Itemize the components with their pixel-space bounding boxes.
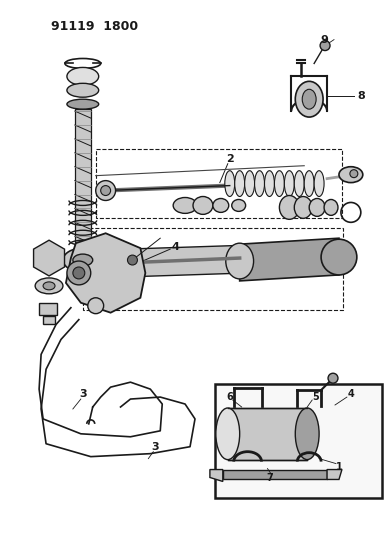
Circle shape — [73, 267, 85, 279]
Circle shape — [328, 373, 338, 383]
Ellipse shape — [67, 83, 99, 97]
Ellipse shape — [232, 199, 246, 212]
Ellipse shape — [35, 278, 63, 294]
Bar — [83, 228, 343, 310]
Text: 7: 7 — [266, 473, 273, 483]
Circle shape — [101, 185, 111, 196]
Ellipse shape — [193, 197, 213, 214]
Text: 8: 8 — [357, 91, 365, 101]
Text: 2: 2 — [226, 154, 234, 164]
Text: 3: 3 — [79, 389, 87, 399]
Ellipse shape — [67, 68, 99, 85]
Ellipse shape — [339, 167, 363, 183]
Ellipse shape — [264, 171, 275, 197]
Circle shape — [320, 41, 330, 51]
Ellipse shape — [275, 171, 284, 197]
Circle shape — [350, 169, 358, 177]
Text: 91119  1800: 91119 1800 — [51, 20, 138, 33]
Bar — [39, 303, 57, 314]
Circle shape — [96, 181, 115, 200]
Text: 3: 3 — [151, 442, 159, 451]
Ellipse shape — [309, 198, 325, 216]
Ellipse shape — [67, 99, 99, 109]
Ellipse shape — [73, 254, 93, 266]
Polygon shape — [223, 470, 327, 480]
Ellipse shape — [294, 171, 304, 197]
Text: 5: 5 — [312, 392, 319, 402]
Ellipse shape — [294, 197, 312, 219]
Bar — [215, 384, 382, 498]
Bar — [43, 316, 55, 324]
Ellipse shape — [216, 408, 240, 459]
Ellipse shape — [304, 171, 314, 197]
Bar — [96, 149, 342, 219]
Text: 1: 1 — [335, 462, 342, 472]
Ellipse shape — [284, 171, 294, 197]
Text: 6: 6 — [226, 392, 233, 402]
Ellipse shape — [302, 89, 316, 109]
Ellipse shape — [63, 248, 103, 272]
Circle shape — [88, 298, 104, 313]
Text: 4: 4 — [347, 389, 354, 399]
Circle shape — [128, 255, 137, 265]
Polygon shape — [75, 109, 91, 255]
Circle shape — [67, 261, 91, 285]
Ellipse shape — [295, 408, 319, 459]
Polygon shape — [66, 233, 145, 313]
Ellipse shape — [324, 199, 338, 215]
Ellipse shape — [255, 171, 264, 197]
Polygon shape — [228, 408, 307, 459]
Ellipse shape — [213, 198, 229, 212]
Ellipse shape — [295, 82, 323, 117]
Ellipse shape — [245, 171, 255, 197]
Text: 9: 9 — [320, 35, 328, 45]
Polygon shape — [240, 238, 339, 281]
Ellipse shape — [235, 171, 245, 197]
Ellipse shape — [279, 196, 299, 220]
Polygon shape — [327, 470, 342, 480]
Polygon shape — [96, 242, 339, 278]
Ellipse shape — [321, 239, 357, 275]
Ellipse shape — [314, 171, 324, 197]
Polygon shape — [34, 240, 64, 276]
Polygon shape — [79, 255, 87, 295]
Text: 4: 4 — [171, 242, 179, 252]
Ellipse shape — [173, 198, 197, 213]
Ellipse shape — [225, 171, 235, 197]
Polygon shape — [210, 470, 223, 481]
Ellipse shape — [226, 243, 254, 279]
Ellipse shape — [43, 282, 55, 290]
